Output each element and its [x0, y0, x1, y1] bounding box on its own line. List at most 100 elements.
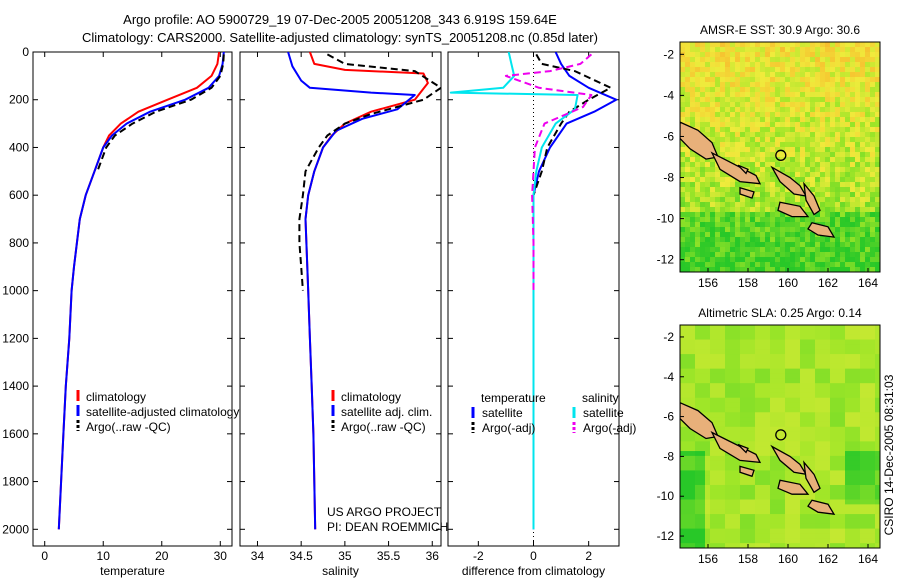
field-cell [760, 247, 766, 253]
field-cell [760, 451, 766, 457]
field-cell [850, 392, 856, 399]
field-cell [825, 167, 831, 173]
field-cell [775, 82, 781, 88]
field-cell [860, 514, 866, 520]
field-cell [860, 470, 866, 476]
field-cell [705, 237, 711, 243]
field-cell [735, 484, 741, 491]
field-cell [700, 533, 706, 539]
field-cell [805, 514, 811, 520]
field-cell [695, 349, 701, 355]
field-cell [765, 202, 771, 208]
sst-field [680, 42, 880, 272]
field-cell [770, 504, 776, 510]
field-cell [745, 72, 751, 78]
field-cell [820, 354, 826, 360]
field-cell [780, 77, 786, 83]
field-cell [800, 412, 806, 418]
field-cell [755, 222, 761, 228]
field-cell [735, 117, 741, 123]
field-cell [805, 57, 811, 63]
field-cell [815, 147, 821, 153]
field-cell [845, 182, 851, 188]
field-cell [680, 397, 686, 404]
field-cell [690, 47, 696, 53]
field-cell [825, 460, 831, 467]
field-cell [735, 72, 741, 78]
field-cell [825, 325, 831, 331]
field-cell [765, 329, 771, 336]
field-cell [810, 152, 816, 158]
field-cell [845, 373, 851, 379]
field-cell [865, 72, 871, 78]
field-cell [705, 122, 711, 128]
field-cell [740, 207, 746, 213]
field-cell [865, 417, 871, 423]
field-cell [865, 77, 871, 83]
field-cell [870, 162, 876, 168]
field-cell [715, 47, 721, 53]
field-cell [830, 177, 836, 183]
sla-map-title: Altimetric SLA: 0.25 Argo: 0.14 [698, 306, 862, 320]
field-cell [725, 518, 731, 525]
field-cell [715, 402, 721, 409]
field-cell [685, 402, 691, 409]
field-cell [865, 207, 871, 213]
field-cell [825, 182, 831, 188]
field-cell [770, 152, 776, 158]
field-cell [765, 107, 771, 113]
field-cell [760, 489, 766, 496]
field-cell [725, 489, 731, 496]
field-cell [865, 227, 871, 233]
field-cell [765, 102, 771, 108]
field-cell [695, 42, 701, 48]
field-cell [870, 222, 876, 228]
field-cell [735, 402, 741, 409]
field-cell [870, 72, 876, 78]
field-cell [840, 465, 846, 472]
field-cell [695, 334, 701, 341]
field-cell [815, 127, 821, 133]
sla-lon-label: 158 [738, 552, 758, 566]
field-cell [740, 122, 746, 128]
field-cell [720, 132, 726, 138]
field-cell [710, 480, 716, 486]
field-cell [785, 329, 791, 336]
field-cell [735, 107, 741, 113]
field-cell [850, 62, 856, 68]
field-cell [745, 92, 751, 98]
field-cell [840, 436, 846, 442]
field-cell [710, 339, 716, 345]
field-cell [855, 388, 861, 394]
field-cell [695, 378, 701, 384]
field-cell [680, 47, 686, 53]
field-cell [825, 358, 831, 365]
field-cell [755, 242, 761, 248]
field-cell [805, 212, 811, 218]
field-cell [720, 182, 726, 188]
field-cell [720, 202, 726, 208]
field-cell [785, 436, 791, 442]
field-cell [755, 247, 761, 253]
field-cell [705, 217, 711, 223]
field-cell [835, 252, 841, 258]
field-cell [710, 137, 716, 143]
field-cell [685, 460, 691, 467]
field-cell [695, 57, 701, 63]
field-cell [835, 504, 841, 510]
field-cell [850, 363, 856, 370]
field-cell [830, 112, 836, 118]
field-cell [870, 543, 876, 548]
field-cell [840, 177, 846, 183]
field-cell [795, 87, 801, 93]
field-cell [730, 460, 736, 467]
field-cell [775, 222, 781, 228]
field-cell [840, 363, 846, 370]
field-cell [875, 72, 880, 78]
field-cell [820, 417, 826, 423]
field-cell [795, 57, 801, 63]
field-cell [770, 72, 776, 78]
field-cell [685, 455, 691, 462]
field-cell [725, 122, 731, 128]
field-cell [780, 402, 786, 409]
